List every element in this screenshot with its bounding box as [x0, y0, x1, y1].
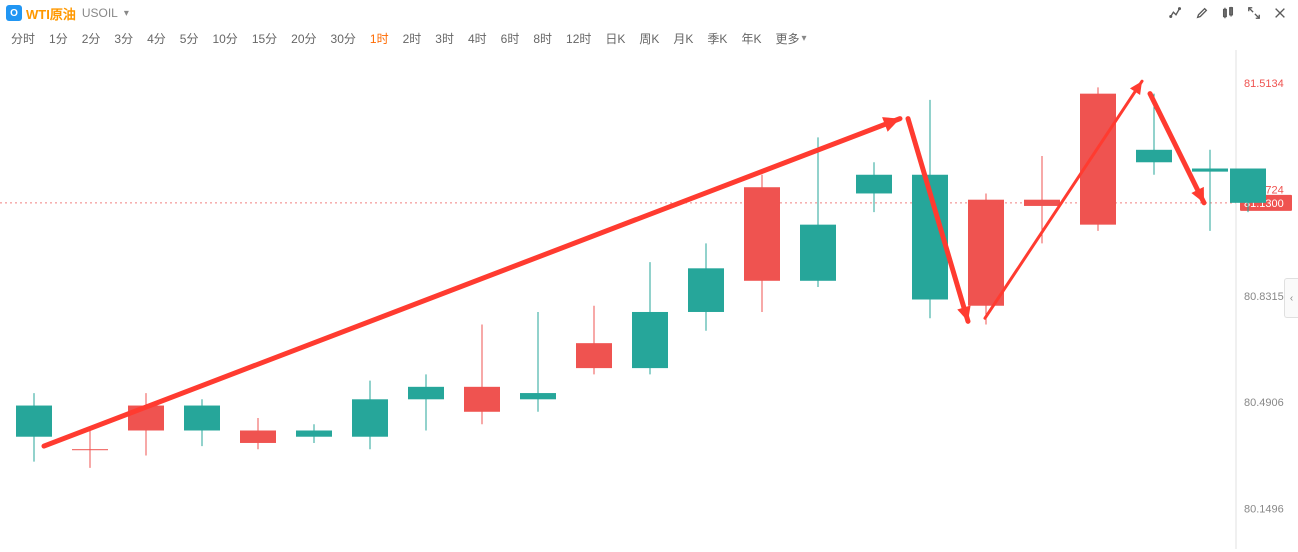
timeframe-月K[interactable]: 月K: [666, 28, 700, 49]
timeframe-12时[interactable]: 12时: [559, 28, 598, 49]
timeframe-分时[interactable]: 分时: [4, 28, 42, 49]
top-bar: O WTI原油 USOIL ▾: [0, 0, 1298, 26]
timeframe-4时[interactable]: 4时: [461, 28, 494, 49]
edit-icon[interactable]: [1190, 3, 1214, 23]
svg-text:80.8315: 80.8315: [1244, 291, 1284, 303]
timeframe-2分[interactable]: 2分: [75, 28, 108, 49]
timeframe-20分[interactable]: 20分: [284, 28, 323, 49]
timeframe-1分[interactable]: 1分: [42, 28, 75, 49]
timeframe-季K[interactable]: 季K: [700, 28, 734, 49]
symbol-code: USOIL: [82, 6, 118, 20]
timeframe-5分[interactable]: 5分: [173, 28, 206, 49]
candles-icon[interactable]: [1216, 3, 1240, 23]
svg-text:80.4906: 80.4906: [1244, 397, 1284, 409]
chevron-down-icon: ▾: [124, 8, 129, 19]
close-icon[interactable]: [1268, 3, 1292, 23]
timeframe-row: 分时1分2分3分4分5分10分15分20分30分1时2时3时4时6时8时12时日…: [0, 26, 1298, 50]
symbol-block[interactable]: O WTI原油 USOIL ▾: [6, 4, 129, 23]
expand-icon[interactable]: [1242, 3, 1266, 23]
timeframe-2时[interactable]: 2时: [396, 28, 429, 49]
timeframe-8时[interactable]: 8时: [526, 28, 559, 49]
indicator-icon[interactable]: [1164, 3, 1188, 23]
svg-text:80.1496: 80.1496: [1244, 504, 1284, 516]
timeframe-30分[interactable]: 30分: [324, 28, 363, 49]
timeframe-15分[interactable]: 15分: [245, 28, 284, 49]
timeframe-3时[interactable]: 3时: [428, 28, 461, 49]
timeframe-年K[interactable]: 年K: [734, 28, 768, 49]
timeframe-周K[interactable]: 周K: [632, 28, 666, 49]
timeframe-4分[interactable]: 4分: [140, 28, 173, 49]
timeframe-3分[interactable]: 3分: [107, 28, 140, 49]
timeframe-10分[interactable]: 10分: [205, 28, 244, 49]
timeframe-日K[interactable]: 日K: [598, 28, 632, 49]
svg-text:81.5134: 81.5134: [1244, 78, 1284, 90]
toolbar: [1164, 3, 1292, 23]
side-expand-tab[interactable]: ‹: [1284, 278, 1298, 318]
candlestick-chart[interactable]: 81.513481.172480.831580.490680.149681.13…: [0, 50, 1298, 549]
timeframe-1时[interactable]: 1时: [363, 28, 396, 49]
symbol-name: WTI原油: [26, 4, 76, 23]
timeframe-6时[interactable]: 6时: [494, 28, 527, 49]
symbol-icon: O: [6, 5, 22, 21]
timeframe-更多[interactable]: 更多▾: [768, 28, 813, 49]
